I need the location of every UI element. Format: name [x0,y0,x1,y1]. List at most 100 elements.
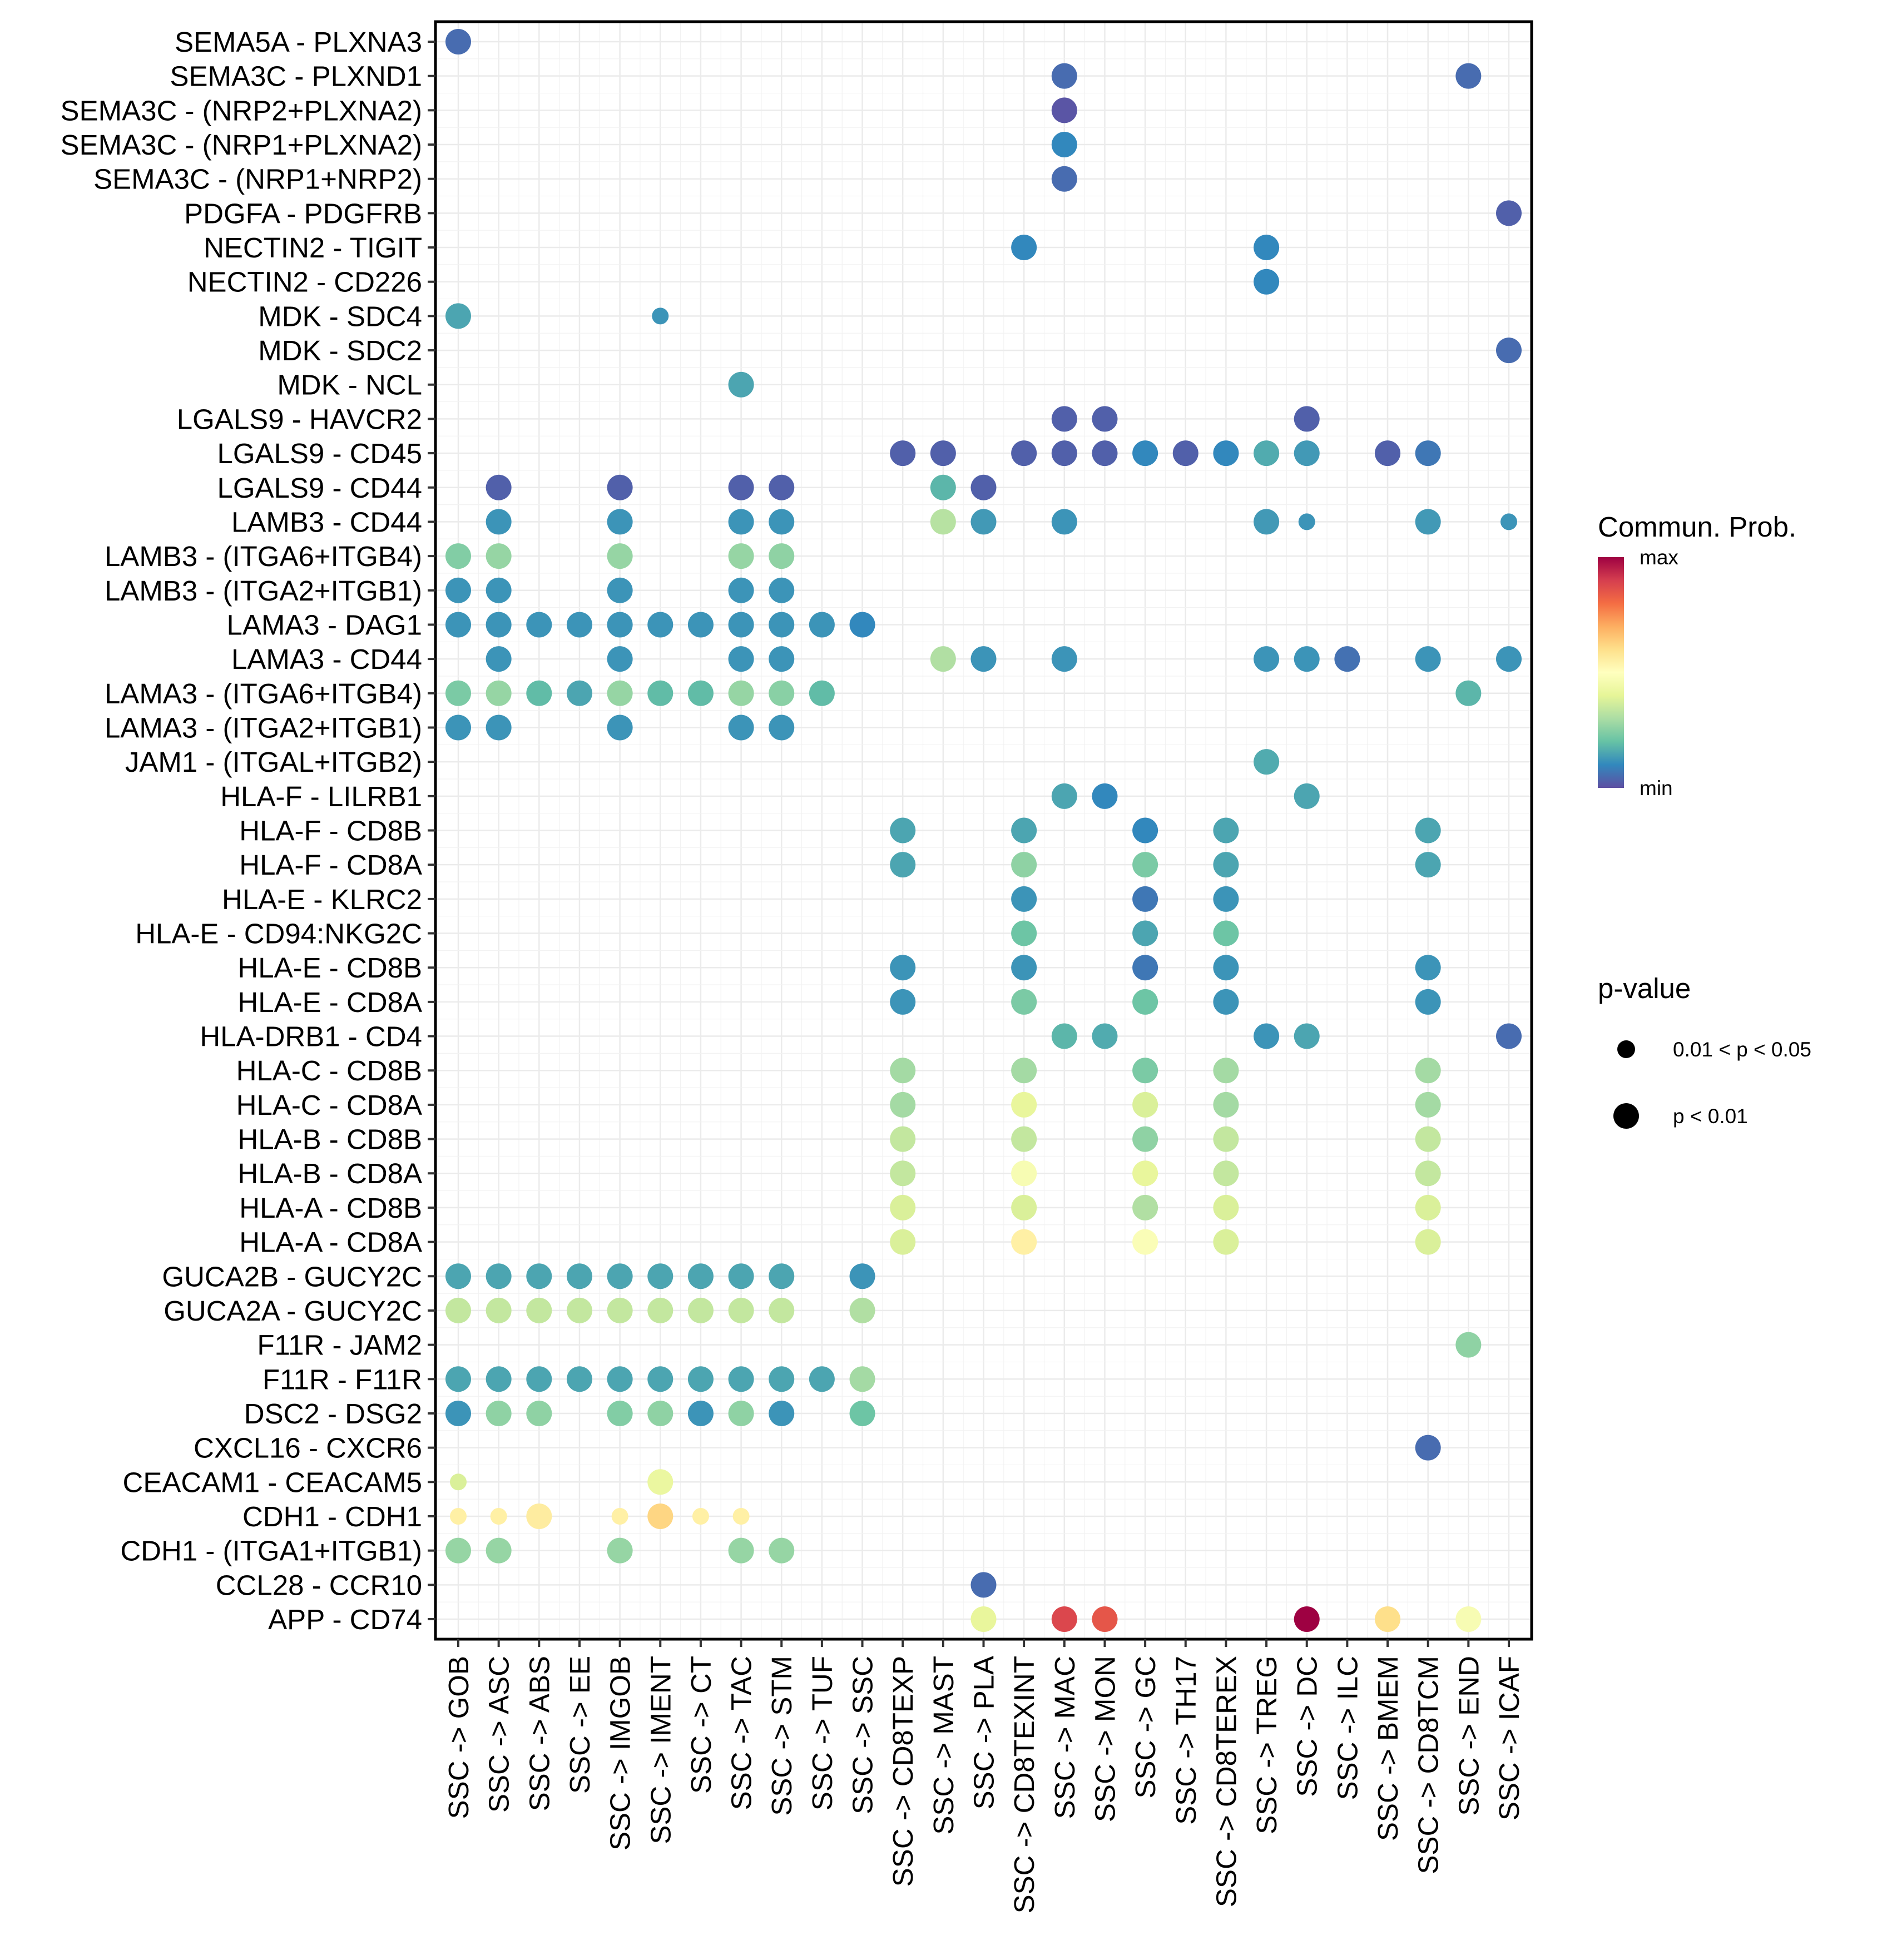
data-point [1011,1229,1037,1255]
data-point [1132,1194,1158,1220]
data-point [1092,783,1118,809]
x-tick-label: SSC -> MAST [928,1656,959,1835]
data-point [809,1366,835,1392]
y-tick-label: LAMA3 - CD44 [231,643,422,675]
data-point [769,646,795,672]
y-tick-label: APP - CD74 [268,1604,422,1635]
data-point [890,989,916,1015]
y-tick-label: HLA-F - CD8B [239,815,422,847]
data-point [687,1400,714,1426]
y-tick-label: MDK - NCL [277,369,422,401]
data-point [1415,852,1441,878]
data-point [1294,440,1320,467]
data-point [769,680,795,706]
data-point [728,714,754,741]
data-point [1132,817,1158,843]
data-point [445,680,471,706]
data-point [1132,920,1158,946]
data-point [607,612,633,638]
data-point [486,509,512,535]
data-point [1254,269,1280,295]
x-tick-label: SSC -> SSC [847,1656,879,1814]
data-point [526,612,552,638]
data-point [970,646,997,672]
data-point [1415,509,1441,535]
data-point [1051,646,1077,672]
y-tick-label: DSC2 - DSG2 [244,1398,422,1430]
x-tick-label: SSC -> TUF [806,1656,838,1810]
data-point [647,1469,673,1495]
data-point [1455,1606,1482,1632]
pvalue-legend-key-large [1613,1103,1639,1129]
pvalue-legend: p-value 0.01 < p < 0.05 p < 0.01 [1598,972,1811,1129]
data-point [1294,1606,1320,1632]
y-tick-label: HLA-E - CD8B [237,952,422,984]
data-point [1254,440,1280,467]
pvalue-legend-label-large: p < 0.01 [1673,1105,1748,1128]
data-point [1092,1023,1118,1049]
data-point [486,577,512,603]
x-tick-label: SSC -> MAC [1049,1656,1081,1819]
data-point [607,474,633,500]
data-point [1213,1091,1239,1118]
data-point [687,680,714,706]
color-legend-min-label: min [1640,777,1673,800]
data-point [849,612,875,638]
y-tick-label: CDH1 - CDH1 [242,1501,422,1532]
y-tick-label: LAMB3 - CD44 [231,506,422,538]
x-tick-label: SSC -> CT [685,1656,717,1794]
data-point [607,543,633,569]
data-point [890,1126,916,1152]
data-point [607,1263,633,1289]
data-point [526,1503,552,1529]
data-point [566,680,592,706]
data-point [970,474,997,500]
data-point [445,303,471,329]
x-tick-label: SSC -> PLA [968,1656,1000,1809]
y-tick-label: F11R - F11R [263,1363,422,1395]
y-tick-label: HLA-E - CD8A [237,986,422,1018]
data-point [526,1297,552,1323]
data-point [687,1263,714,1289]
data-point [647,612,673,638]
data-point [769,1263,795,1289]
data-point [1298,513,1315,530]
y-tick-label: HLA-F - LILRB1 [220,781,422,812]
data-point [769,1400,795,1426]
x-tick-label: SSC -> ABS [523,1656,555,1811]
data-point [1254,749,1280,775]
data-point [526,1366,552,1392]
data-point [769,612,795,638]
data-point [1254,1023,1280,1049]
y-tick-label: GUCA2B - GUCY2C [162,1261,422,1292]
x-tick-label: SSC -> ICAF [1493,1656,1525,1820]
x-tick-label: SSC -> CD8TEXP [887,1656,919,1887]
data-point [1051,132,1077,158]
data-point [1375,1606,1401,1632]
data-point [445,1400,471,1426]
x-tick-label: SSC -> TREG [1251,1656,1282,1834]
y-tick-label: HLA-C - CD8B [236,1055,422,1086]
data-point [728,543,754,569]
data-point [1051,1023,1077,1049]
x-tick-label: SSC -> IMGOB [605,1656,636,1850]
data-point [1011,1194,1037,1220]
data-point [1415,817,1441,843]
data-point [1415,1126,1441,1152]
color-legend: Commun. Prob. max min [1598,511,1796,800]
data-point [1132,989,1158,1015]
pvalue-legend-label-small: 0.01 < p < 0.05 [1673,1038,1811,1061]
x-tick-label: SSC -> DC [1291,1656,1323,1797]
y-tick-label: HLA-F - CD8A [239,849,422,881]
data-point [1213,1194,1239,1220]
data-point [1294,406,1320,432]
data-point [1213,1126,1239,1152]
data-point [1415,1194,1441,1220]
data-point [930,646,956,672]
data-point [1213,989,1239,1015]
data-point [607,680,633,706]
y-tick-label: HLA-DRB1 - CD4 [200,1021,422,1053]
data-point [1496,338,1522,364]
data-point [809,612,835,638]
y-tick-label: LAMA3 - DAG1 [227,609,422,641]
